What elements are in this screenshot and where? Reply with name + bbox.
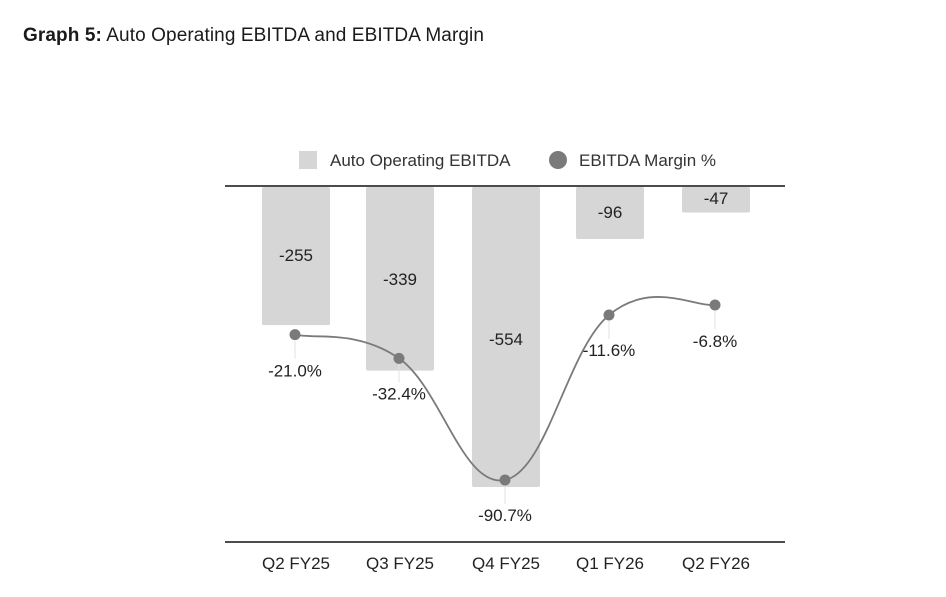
margin-point (499, 474, 511, 486)
bar (472, 187, 540, 487)
bar-data-label: -96 (598, 203, 623, 222)
legend-label-line: EBITDA Margin % (579, 151, 716, 170)
bar (576, 187, 644, 239)
bar (682, 187, 750, 213)
bar-series: -255 -339 -554 -96 -47 (262, 187, 750, 487)
legend: Auto Operating EBITDA EBITDA Margin % (299, 151, 716, 170)
x-tick-label: Q2 FY26 (682, 554, 750, 573)
legend-label-bar: Auto Operating EBITDA (330, 151, 511, 170)
chart-title-prefix: Graph 5: (23, 25, 102, 46)
margin-data-label: -6.8% (693, 332, 737, 351)
margin-point (603, 309, 615, 321)
bar-data-label: -255 (279, 246, 313, 265)
x-tick-label: Q2 FY25 (262, 554, 330, 573)
bar-data-label: -554 (489, 330, 523, 349)
x-tick-label: Q1 FY26 (576, 554, 644, 573)
bar-data-label: -339 (383, 270, 417, 289)
x-tick-label: Q3 FY25 (366, 554, 434, 573)
bar (366, 187, 434, 371)
legend-swatch-line (549, 151, 567, 169)
x-axis-tick-labels: Q2 FY25 Q3 FY25 Q4 FY25 Q1 FY26 Q2 FY26 (262, 554, 750, 573)
bar (262, 187, 330, 326)
margin-data-label: -90.7% (478, 506, 532, 525)
bar-data-label: -47 (704, 189, 729, 208)
x-tick-label: Q4 FY25 (472, 554, 540, 573)
legend-swatch-bar (299, 151, 317, 169)
line-series: -21.0% -32.4% -90.7% -11.6% -6.8% (268, 296, 737, 525)
margin-point (289, 329, 301, 341)
margin-data-label: -11.6% (583, 341, 636, 360)
margin-data-label: -21.0% (268, 362, 322, 381)
margin-point (393, 352, 405, 364)
chart-title: Graph 5: Auto Operating EBITDA and EBITD… (23, 25, 484, 47)
margin-data-label: -32.4% (372, 384, 426, 403)
margin-point (709, 299, 721, 311)
chart-title-text: Auto Operating EBITDA and EBITDA Margin (106, 25, 485, 46)
